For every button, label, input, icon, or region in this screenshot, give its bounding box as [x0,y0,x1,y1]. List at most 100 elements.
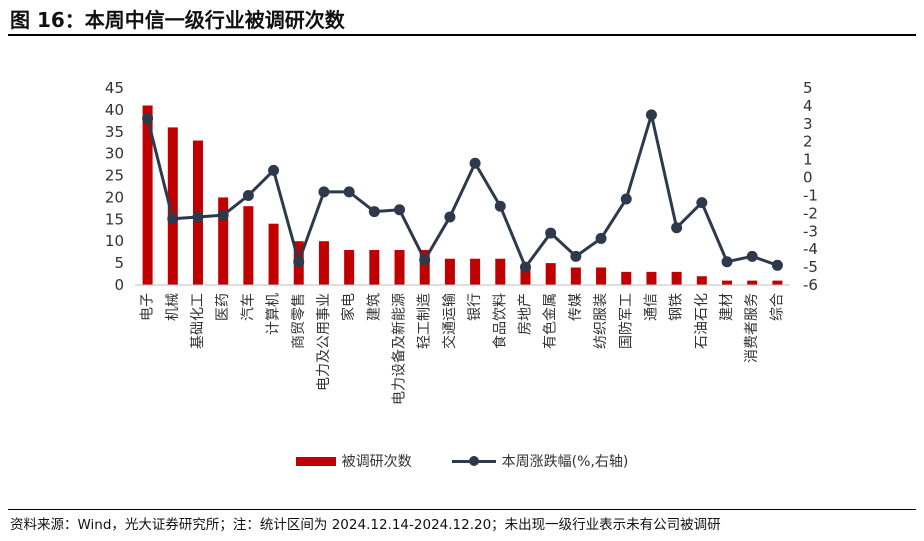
x-tick-label: 商贸零售 [291,293,307,349]
bar [545,263,556,285]
left-tick-label: 5 [114,254,124,272]
source-rule [8,509,916,510]
left-tick-label: 45 [105,79,124,97]
line-point [318,186,330,198]
x-tick-label: 电子 [140,293,156,321]
bar [671,271,682,285]
left-tick-label: 0 [114,276,124,294]
x-tick-label: 医药 [215,293,231,321]
line-point [771,259,783,271]
bar [268,223,279,285]
left-tick-label: 30 [105,145,124,163]
x-tick-label: 交通运输 [441,293,458,349]
title-rule [8,34,916,36]
series-line [146,113,778,269]
x-tick-label: 计算机 [266,293,282,335]
line-point [343,186,355,198]
bar [621,271,632,285]
right-tick-label: -5 [803,258,818,276]
x-tick-label: 建材 [719,293,735,321]
x-tick-label: 综合 [769,293,785,321]
bar [495,258,506,285]
right-tick-label: 0 [803,169,813,187]
x-tick-label: 房地产 [517,293,533,335]
bar [318,241,329,285]
x-tick-label: 消费者服务 [744,293,760,363]
x-tick-label: 通信 [643,293,659,321]
bar [167,127,178,286]
line-point [142,112,154,124]
bar [520,267,531,285]
right-tick-label: -4 [803,240,818,258]
line-point [368,206,380,218]
bar-series [142,105,783,286]
bar [218,197,229,285]
line-point [671,222,683,234]
line-point [620,193,632,205]
x-tick-label: 传媒 [568,293,584,321]
line-point [419,254,431,266]
x-tick-label: 国防军工 [618,293,634,349]
right-tick-label: 4 [803,97,813,115]
x-tick-label: 钢铁 [669,293,685,321]
x-tick-label: 食品饮料 [491,293,508,349]
bar [772,280,783,285]
legend-line-swatch [451,455,496,467]
line-point [293,256,305,268]
right-tick-label: -3 [803,222,818,240]
legend-item-bar: 被调研次数 [295,451,412,471]
left-axis: 0 5 10 15 20 25 30 35 40 45 [105,79,124,294]
x-axis-labels: 电子 机械 基础化工 医药 汽车 计算机 商贸零售 电力及公用事业 家电 建筑 电力设备及新能源 轻工… [140,293,786,405]
line-point [519,261,531,273]
right-tick-label: 3 [803,115,813,133]
bar [243,206,254,285]
x-tick-label: 家电 [340,293,357,321]
x-tick-label: 石油石化 [694,293,710,349]
x-tick-label: 基础化工 [189,293,206,349]
x-tick-label: 汽车 [239,293,256,321]
line-point [545,227,557,239]
left-tick-label: 40 [105,101,124,119]
bar [646,271,657,285]
right-tick-label: -6 [803,276,818,294]
legend: 被调研次数 本周涨跌幅(%,右轴) [0,451,924,471]
right-tick-label: -1 [803,186,818,204]
line-series [142,109,783,273]
line-point [494,200,506,212]
line-point [595,232,607,244]
legend-bar-swatch [295,456,336,466]
x-tick-label: 电力设备及新能源 [391,293,408,405]
bar [596,267,607,285]
left-tick-label: 25 [105,167,124,185]
line-point [394,204,406,216]
left-tick-label: 10 [105,232,124,250]
line-point [469,157,481,169]
bar [696,276,707,285]
line-point [217,209,229,221]
bar [394,249,405,285]
bar [344,249,355,285]
right-tick-label: 1 [803,151,813,169]
figure-source: 资料来源：Wind，光大证券研究所；注：统计区间为 2024.12.14-202… [10,517,721,533]
line-point [192,211,204,223]
left-tick-label: 35 [105,123,124,141]
bar [142,105,153,285]
line-point [242,189,254,201]
x-tick-label: 机械 [165,293,181,321]
right-tick-label: -2 [803,204,818,222]
legend-line-label: 本周涨跌幅(%,右轴) [501,454,629,470]
line-point [167,213,179,225]
bar [444,258,455,285]
legend-item-line: 本周涨跌幅(%,右轴) [451,451,629,471]
bar [722,280,733,285]
x-tick-label: 电力及公用事业 [316,293,332,391]
x-tick-label: 银行 [467,293,483,321]
bar [369,249,380,285]
line-point [268,164,280,176]
bar [570,267,581,285]
bar [419,249,430,285]
line-point [696,197,708,209]
right-tick-label: 5 [803,79,813,97]
